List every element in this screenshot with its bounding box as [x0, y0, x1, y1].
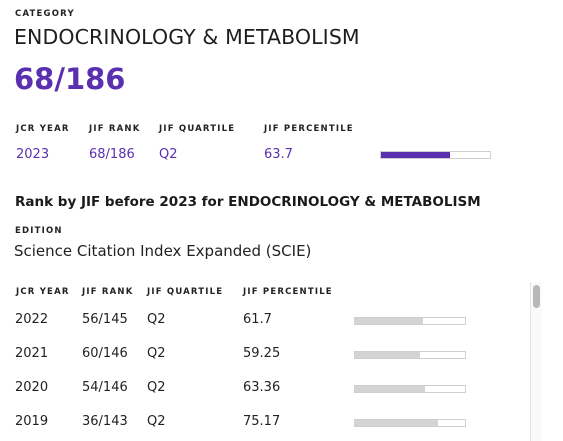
header-jif-rank: JIF RANK — [89, 124, 141, 134]
row-jif-percentile: 75.17 — [243, 414, 281, 429]
row-jcr-year: 2019 — [15, 414, 49, 429]
current-jif-percentile: 63.7 — [264, 147, 293, 162]
category-rank: 68/186 — [14, 62, 126, 96]
history-title: Rank by JIF before 2023 for ENDOCRINOLOG… — [15, 194, 481, 210]
row-jif-percentile: 61.7 — [243, 312, 272, 327]
table-row: 2021 60/146 Q2 59.25 — [0, 346, 530, 366]
row-percentile-bar — [354, 385, 466, 393]
row-jif-quartile: Q2 — [147, 380, 166, 395]
current-percentile-bar-fill — [381, 152, 451, 158]
current-jif-quartile: Q2 — [159, 147, 178, 162]
history-scrollbar[interactable] — [530, 282, 542, 441]
row-jcr-year: 2020 — [15, 380, 49, 395]
table-row: 2022 56/145 Q2 61.7 — [0, 312, 530, 332]
row-percentile-bar-fill — [355, 420, 438, 426]
row-jif-percentile: 59.25 — [243, 346, 281, 361]
row-jif-quartile: Q2 — [147, 346, 166, 361]
history-header-jcr-year: JCR YEAR — [16, 287, 70, 297]
row-jif-rank: 54/146 — [82, 380, 128, 395]
row-percentile-bar-fill — [355, 318, 423, 324]
row-percentile-bar-fill — [355, 386, 425, 392]
row-jcr-year: 2022 — [15, 312, 49, 327]
history-header-jif-percentile: JIF PERCENTILE — [243, 287, 333, 297]
row-jif-rank: 60/146 — [82, 346, 128, 361]
history-header-jif-rank: JIF RANK — [82, 287, 134, 297]
row-jif-rank: 56/145 — [82, 312, 128, 327]
row-jif-quartile: Q2 — [147, 312, 166, 327]
row-jcr-year: 2021 — [15, 346, 49, 361]
current-jcr-year: 2023 — [16, 147, 50, 162]
edition-value: Science Citation Index Expanded (SCIE) — [14, 242, 312, 260]
history-table[interactable]: JCR YEAR JIF RANK JIF QUARTILE JIF PERCE… — [0, 282, 530, 441]
row-percentile-bar-fill — [355, 352, 421, 358]
row-percentile-bar — [354, 317, 466, 325]
header-jif-percentile: JIF PERCENTILE — [264, 124, 354, 134]
current-jif-rank: 68/186 — [89, 147, 135, 162]
row-jif-quartile: Q2 — [147, 414, 166, 429]
history-table-header: JCR YEAR JIF RANK JIF QUARTILE JIF PERCE… — [0, 287, 530, 299]
table-row: 2019 36/143 Q2 75.17 — [0, 414, 530, 434]
category-name: ENDOCRINOLOGY & METABOLISM — [14, 25, 360, 49]
row-jif-rank: 36/143 — [82, 414, 128, 429]
history-header-jif-quartile: JIF QUARTILE — [147, 287, 224, 297]
category-label: CATEGORY — [15, 9, 75, 19]
row-jif-percentile: 63.36 — [243, 380, 281, 395]
table-row: 2020 54/146 Q2 63.36 — [0, 380, 530, 400]
row-percentile-bar — [354, 419, 466, 427]
header-jcr-year: JCR YEAR — [16, 124, 70, 134]
edition-label: EDITION — [15, 226, 63, 236]
row-percentile-bar — [354, 351, 466, 359]
header-jif-quartile: JIF QUARTILE — [159, 124, 236, 134]
scrollbar-thumb[interactable] — [533, 285, 540, 308]
current-percentile-bar — [380, 151, 491, 159]
